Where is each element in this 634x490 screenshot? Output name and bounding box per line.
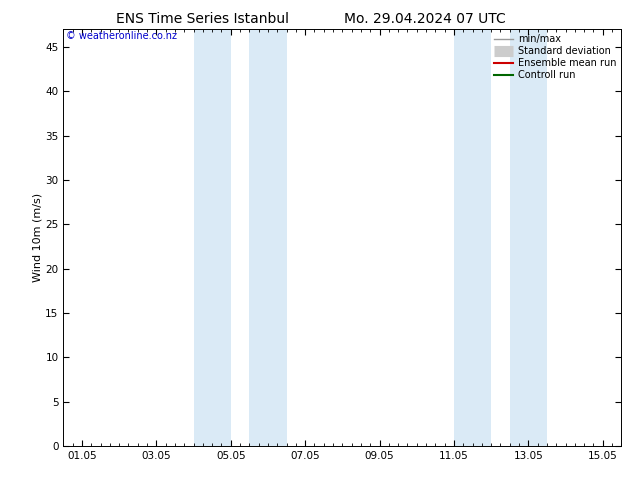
- Text: Mo. 29.04.2024 07 UTC: Mo. 29.04.2024 07 UTC: [344, 12, 506, 26]
- Bar: [510, 29, 547, 446]
- Text: © weatheronline.co.nz: © weatheronline.co.nz: [66, 31, 177, 42]
- Bar: [193, 29, 231, 446]
- Bar: [249, 29, 287, 446]
- Y-axis label: Wind 10m (m/s): Wind 10m (m/s): [32, 193, 42, 282]
- Text: ENS Time Series Istanbul: ENS Time Series Istanbul: [117, 12, 289, 26]
- Legend: min/max, Standard deviation, Ensemble mean run, Controll run: min/max, Standard deviation, Ensemble me…: [491, 31, 619, 83]
- Bar: [454, 29, 491, 446]
